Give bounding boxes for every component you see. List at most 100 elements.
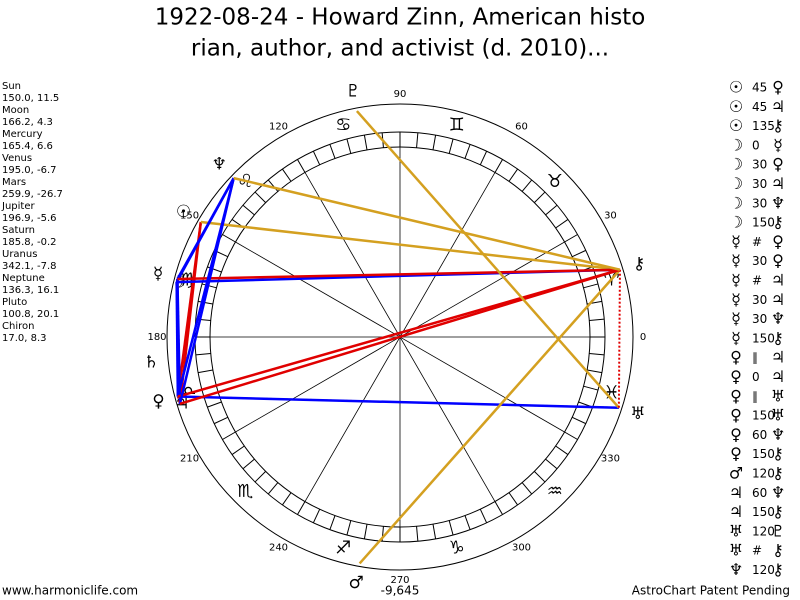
ring-tick bbox=[583, 385, 599, 391]
ring-tick bbox=[242, 458, 255, 470]
aspect-to: ⚷ bbox=[772, 444, 784, 463]
ring-tick bbox=[222, 431, 236, 440]
aspect-to: ♀ bbox=[772, 251, 784, 270]
aspect-from: ☿ bbox=[731, 328, 741, 347]
degree-label: 0 bbox=[640, 332, 646, 343]
aspect-type: 135 bbox=[752, 119, 775, 133]
notice: AstroChart Patent Pending bbox=[632, 584, 790, 598]
aspect-type: ∥ bbox=[752, 351, 758, 365]
aspect-to: ♃ bbox=[771, 348, 785, 367]
aspect-type: # bbox=[752, 544, 762, 558]
aspect-to: ♆ bbox=[771, 483, 785, 502]
degree-label: 120 bbox=[269, 122, 288, 133]
ring-tick bbox=[494, 159, 503, 173]
aspect-from: ☿ bbox=[731, 251, 741, 270]
ring-tick bbox=[555, 445, 569, 455]
ring-tick bbox=[464, 515, 471, 530]
ring-tick bbox=[195, 353, 211, 356]
title-line: 1922-08-24 - Howard Zinn, American histo bbox=[155, 5, 646, 31]
planet-name: Uranus bbox=[2, 249, 37, 260]
zodiac-sign: ♑ bbox=[449, 538, 465, 559]
planet-glyph: ♇ bbox=[346, 81, 361, 101]
planet-position: 150.0, 11.5 bbox=[2, 93, 59, 104]
ring-tick bbox=[363, 135, 368, 150]
ring-tick bbox=[564, 234, 578, 243]
aspect-to: ♃ bbox=[771, 271, 785, 290]
planet-position: 185.8, -0.2 bbox=[2, 237, 57, 248]
aspect-to: ♆ bbox=[771, 309, 785, 328]
aspect-line bbox=[177, 268, 621, 398]
ring-tick bbox=[508, 168, 518, 182]
ring-tick bbox=[222, 234, 236, 243]
zodiac-sign: ♐ bbox=[335, 538, 351, 559]
planet-position: 136.3, 16.1 bbox=[2, 285, 59, 296]
ring-tick bbox=[521, 482, 533, 495]
aspect-to: ♃ bbox=[771, 97, 785, 116]
ring-tick bbox=[571, 249, 587, 258]
ring-tick bbox=[198, 369, 213, 374]
aspect-from: ☽ bbox=[729, 135, 743, 154]
ring-tick bbox=[448, 138, 454, 154]
aspect-type: 30 bbox=[752, 312, 767, 326]
planet-glyph: ⚷ bbox=[633, 254, 645, 274]
ring-tick bbox=[432, 524, 437, 539]
planet-name: Pluto bbox=[2, 297, 27, 308]
planet-glyph: ☉ bbox=[176, 202, 191, 222]
planet-glyph: ♄ bbox=[144, 352, 159, 372]
ring-tick bbox=[207, 401, 222, 408]
aspect-line bbox=[179, 268, 621, 406]
ring-tick bbox=[564, 431, 578, 440]
aspect-line bbox=[233, 176, 621, 271]
aspect-to: ♅ bbox=[771, 386, 785, 405]
degree-label: 180 bbox=[147, 332, 166, 343]
aspect-from: ♂ bbox=[729, 464, 743, 483]
aspect-to: ♅ bbox=[771, 406, 785, 425]
ring-tick bbox=[479, 150, 488, 166]
aspect-to: ⚷ bbox=[772, 541, 784, 560]
aspect-from: ☿ bbox=[731, 309, 741, 328]
aspect-type: 60 bbox=[752, 428, 767, 442]
aspect-line bbox=[176, 177, 235, 280]
aspect-line bbox=[200, 220, 621, 271]
aspect-line bbox=[178, 177, 235, 405]
aspect-type: 0 bbox=[752, 370, 760, 384]
aspect-from: ♅ bbox=[729, 521, 743, 540]
aspect-to: ♃ bbox=[771, 174, 785, 193]
planet-name: Jupiter bbox=[1, 201, 35, 212]
aspect-from: ☽ bbox=[729, 213, 743, 232]
aspect-line bbox=[358, 268, 621, 565]
aspect-type: 120 bbox=[752, 524, 775, 538]
aspect-from: ☽ bbox=[729, 193, 743, 212]
aspect-type: 30 bbox=[752, 177, 767, 191]
aspect-from: ☿ bbox=[731, 271, 741, 290]
ring-tick bbox=[346, 138, 352, 154]
planet-position: 196.9, -5.6 bbox=[2, 213, 57, 224]
aspect-to: ♆ bbox=[771, 425, 785, 444]
site-link: www.harmoniclife.com bbox=[2, 584, 138, 598]
ring-tick bbox=[589, 318, 605, 321]
aspect-from: ☉ bbox=[729, 116, 743, 135]
planet-glyph: ☿ bbox=[153, 264, 163, 284]
aspect-from: ♀ bbox=[730, 444, 742, 463]
ring-tick bbox=[297, 159, 306, 173]
aspect-from: ♀ bbox=[730, 348, 742, 367]
planet-glyph: ♀ bbox=[152, 392, 164, 412]
ring-tick bbox=[545, 458, 558, 470]
aspect-to: ⚷ bbox=[772, 116, 784, 135]
ring-tick bbox=[346, 520, 352, 536]
zodiac-sign: ♒ bbox=[547, 481, 563, 502]
aspect-from: ☿ bbox=[731, 232, 741, 251]
aspect-to: ♀ bbox=[772, 232, 784, 251]
aspect-type: # bbox=[752, 235, 762, 249]
zodiac-sign: ♏ bbox=[237, 481, 253, 502]
aspect-to: ⚷ bbox=[772, 213, 784, 232]
planet-position: 195.0, -6.7 bbox=[2, 165, 57, 176]
aspect-type: 30 bbox=[752, 293, 767, 307]
ring-tick bbox=[363, 524, 368, 539]
ring-tick bbox=[479, 508, 488, 524]
degree-label: 270 bbox=[390, 575, 409, 586]
outer-circle bbox=[166, 103, 634, 571]
ring-tick bbox=[583, 283, 599, 289]
